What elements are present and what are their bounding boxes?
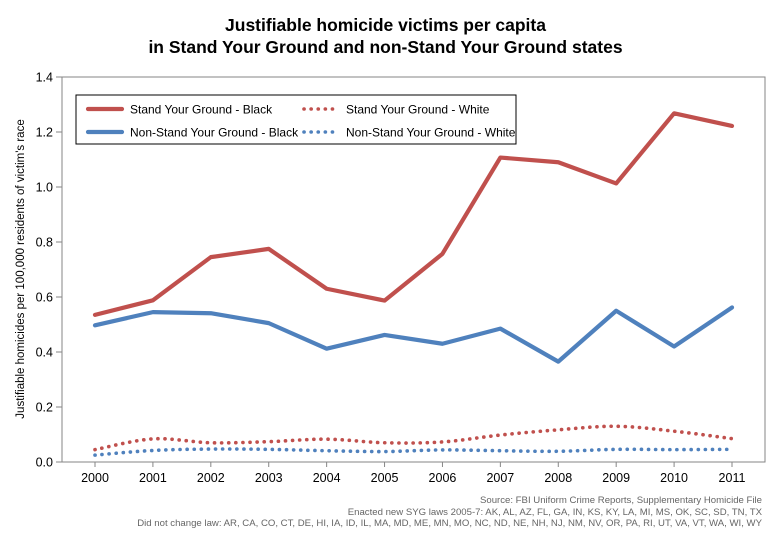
x-tick-label: 2001: [139, 471, 167, 485]
y-tick-label: 1.4: [36, 71, 53, 85]
series-lines: [92, 111, 735, 457]
x-tick-label: 2004: [313, 471, 341, 485]
unchanged-note: Did not change law: AR, CA, CO, CT, DE, …: [137, 518, 762, 529]
x-tick-label: 2009: [602, 471, 630, 485]
x-tick-label: 2010: [660, 471, 688, 485]
legend-box: [75, 94, 517, 145]
axes: 0.0 0.2 0.4 0.6 0.8 1.0 1.2 1.4 2000 2001 2002 2003…: [36, 71, 766, 485]
series-line-1: [93, 424, 734, 452]
y-tick-label: 1.0: [36, 181, 53, 195]
x-tick-label: 2000: [81, 471, 109, 485]
y-tick-label: 1.2: [36, 126, 53, 140]
y-axis-label: Justifiable homicides per 100,000 reside…: [15, 119, 27, 418]
y-tick-label: 0.2: [36, 401, 53, 415]
enacted-note: Enacted new SYG laws 2005-7: AK, AL, AZ,…: [347, 506, 762, 518]
series-line-0: [92, 111, 735, 317]
x-tick-label: 2011: [719, 471, 746, 485]
x-tick-label: 2008: [544, 471, 572, 485]
y-tick-label: 0.0: [36, 456, 53, 470]
y-tick-label: 0.4: [36, 346, 53, 360]
legend-label-3: Non-Stand Your Ground - White: [346, 126, 516, 140]
plot-frame: [61, 76, 766, 463]
chart-title: Justifiable homicide victims per capita …: [0, 14, 771, 58]
legend-label-1: Stand Your Ground - White: [346, 103, 490, 117]
x-tick-label: 2005: [371, 471, 399, 485]
chart-title-line-2: in Stand Your Ground and non-Stand Your …: [148, 37, 623, 57]
y-tick-label: 0.8: [36, 236, 53, 250]
legend: Stand Your Ground - Black Stand Your Grou…: [75, 94, 517, 145]
legend-label-0: Stand Your Ground - Black: [130, 103, 273, 117]
x-tick-label: 2002: [197, 471, 225, 485]
source-note: Source: FBI Uniform Crime Reports, Suppl…: [479, 495, 762, 506]
series-line-2: [92, 305, 735, 364]
x-tick-label: 2003: [255, 471, 283, 485]
legend-label-2: Non-Stand Your Ground - Black: [130, 126, 299, 140]
y-tick-label: 0.6: [36, 291, 53, 305]
x-tick-label: 2006: [429, 471, 457, 485]
series-line-3: [93, 447, 734, 457]
chart-title-line-1: Justifiable homicide victims per capita: [225, 15, 546, 35]
chart-notes: Source: FBI Uniform Crime Reports, Suppl…: [137, 495, 762, 530]
x-tick-label: 2007: [486, 471, 514, 485]
